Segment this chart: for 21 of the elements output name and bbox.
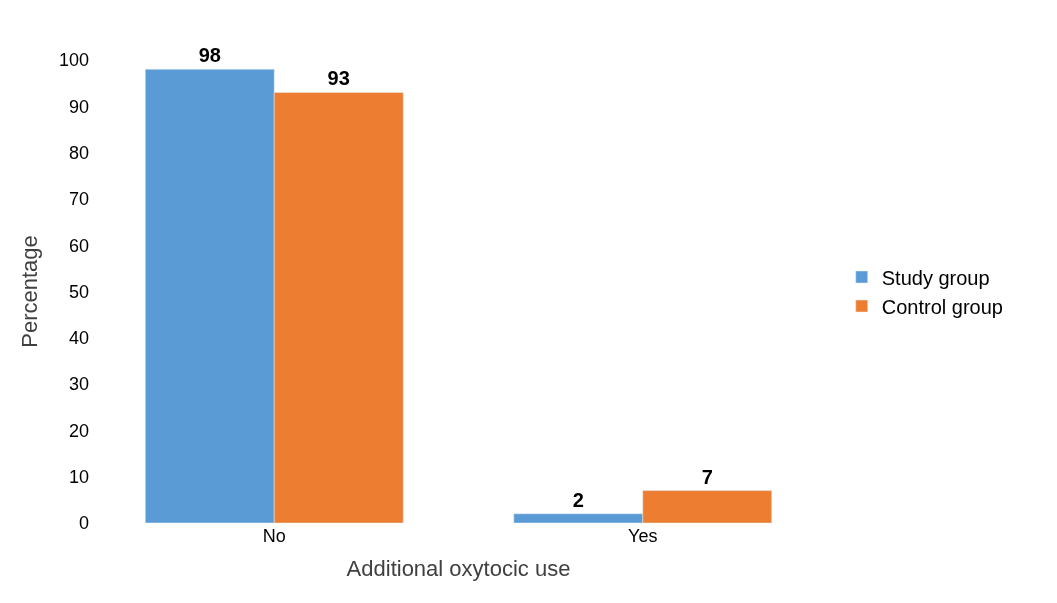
x-axis-title: Additional oxytocic use (346, 555, 571, 581)
legend-label: Control group (881, 295, 1003, 318)
x-tick-label: Yes (628, 526, 658, 546)
y-axis-title: Percentage (16, 235, 42, 348)
y-tick-label: 50 (68, 281, 89, 302)
y-tick-label: 90 (68, 96, 89, 117)
legend-label: Study group (881, 266, 990, 289)
y-tick-label: 80 (68, 142, 89, 163)
data-label: 93 (327, 67, 350, 90)
data-label: 98 (198, 44, 221, 67)
y-tick-label: 0 (78, 513, 89, 534)
x-tick-label: No (262, 526, 286, 546)
data-label: 7 (701, 465, 713, 488)
y-tick-label: 40 (68, 328, 89, 349)
y-tick-label: 70 (68, 189, 89, 210)
data-label: 2 (572, 488, 584, 511)
y-tick-label: 100 (58, 50, 89, 71)
y-tick-label: 60 (68, 235, 89, 256)
y-tick-label: 10 (68, 467, 89, 487)
y-tick-label: 30 (68, 374, 89, 395)
y-tick-label: 20 (68, 420, 89, 441)
